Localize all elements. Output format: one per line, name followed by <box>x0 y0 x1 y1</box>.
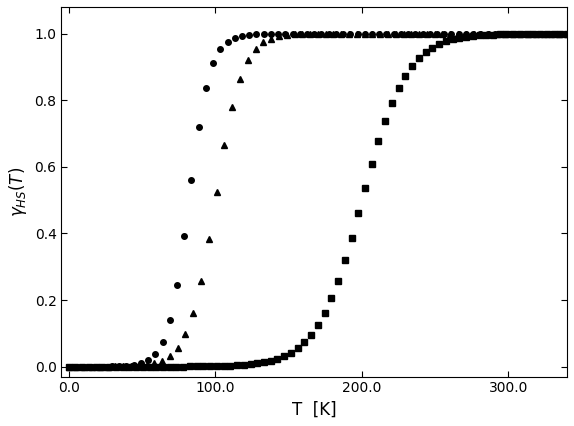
Y-axis label: $\gamma_{HS}(T)$: $\gamma_{HS}(T)$ <box>7 167 29 217</box>
X-axis label: T  [K]: T [K] <box>292 401 336 419</box>
